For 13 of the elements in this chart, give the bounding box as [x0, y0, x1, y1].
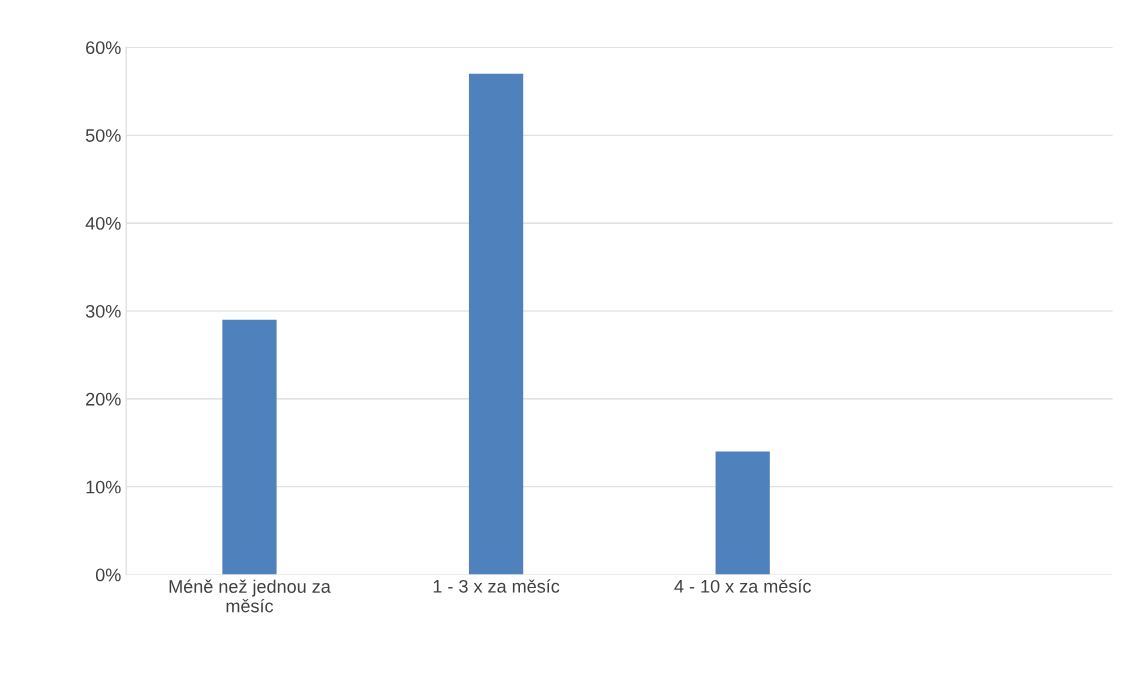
x-tick-label: 1 - 3 x za měsíc	[433, 579, 560, 593]
y-tick-label: 0%	[95, 568, 121, 582]
y-tick-label: 30%	[85, 304, 121, 318]
x-tick-label: 4 - 10 x za měsíc	[674, 579, 811, 593]
y-tick-label: 20%	[86, 392, 121, 406]
bar	[715, 451, 770, 575]
bar	[468, 73, 524, 575]
y-tick-label: 50%	[85, 129, 121, 142]
y-tick-label: 40%	[85, 217, 121, 230]
y-tick-label: 10%	[86, 480, 121, 494]
y-tick-label: 60%	[86, 41, 121, 55]
x-tick-label: Méně než jednou za měsíc	[169, 579, 331, 613]
bar	[222, 319, 277, 575]
